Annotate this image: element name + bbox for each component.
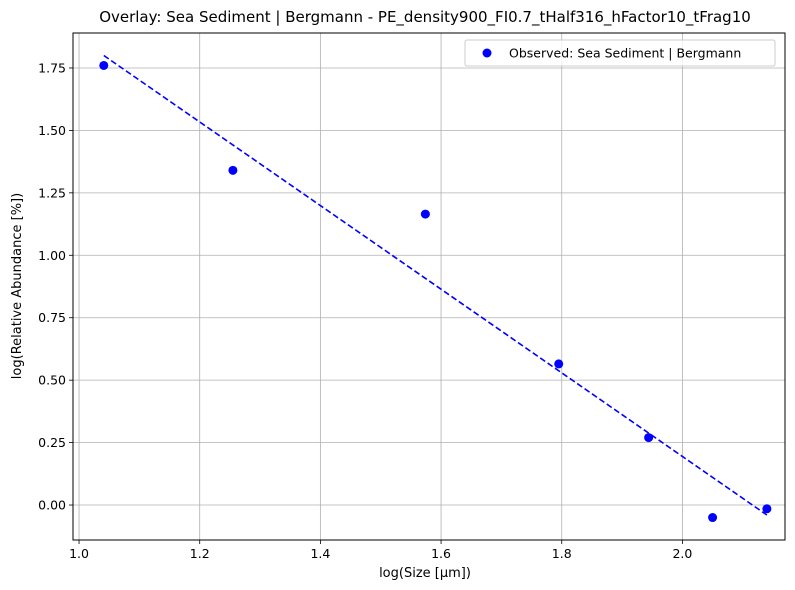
x-tick-label: 1.6: [431, 546, 451, 561]
y-tick-label: 0.75: [38, 310, 66, 325]
y-tick-label: 1.75: [38, 60, 66, 75]
data-point: [554, 359, 564, 369]
x-tick-label: 1.4: [310, 546, 330, 561]
x-tick-label: 2.0: [672, 546, 692, 561]
data-point: [708, 513, 718, 523]
legend-box: [464, 39, 776, 67]
plot-area: [72, 32, 786, 541]
chart-title: Overlay: Sea Sediment | Bergmann - PE_de…: [99, 8, 751, 27]
y-axis: 0.00 0.25 0.50 0.75 1.00 1.25 1.50 1.75: [38, 60, 73, 513]
y-tick-label: 1.00: [38, 248, 66, 263]
data-point: [99, 60, 109, 70]
legend-marker: [482, 48, 492, 58]
data-point: [644, 433, 654, 443]
data-point: [420, 209, 430, 219]
x-tick-label: 1.0: [69, 546, 89, 561]
x-tick-label: 1.2: [190, 546, 210, 561]
points-layer: [99, 60, 772, 523]
y-tick-label: 1.50: [38, 123, 66, 138]
y-tick-label: 0.50: [38, 373, 66, 388]
y-tick-label: 0.00: [38, 498, 66, 513]
grid: [73, 33, 785, 540]
x-tick-label: 1.8: [552, 546, 572, 561]
legend-label: Observed: Sea Sediment | Bergmann: [509, 46, 741, 61]
data-point: [228, 165, 238, 175]
y-axis-label: log(Relative Abundance [%]): [10, 193, 25, 379]
x-axis-label: log(Size [μm]): [379, 566, 471, 581]
plot-border: [72, 32, 786, 541]
data-point: [762, 504, 772, 514]
x-axis: 1.0 1.2 1.4 1.6 1.8 2.0: [69, 540, 692, 561]
legend: Observed: Sea Sediment | Bergmann: [464, 39, 776, 67]
y-tick-label: 1.25: [38, 185, 66, 200]
y-tick-label: 0.25: [38, 435, 66, 450]
